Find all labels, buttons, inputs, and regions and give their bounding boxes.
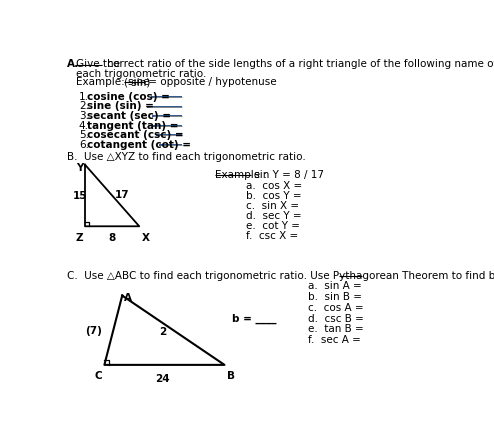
Text: 4.: 4. (79, 120, 89, 130)
Text: sine (sin) =: sine (sin) = (87, 101, 154, 111)
Text: c.  cos A =: c. cos A = (308, 302, 364, 312)
Text: 17: 17 (115, 190, 129, 200)
Text: X: X (142, 233, 150, 243)
Text: Example: sine: Example: sine (76, 77, 153, 87)
Text: e.  cot Y =: e. cot Y = (246, 221, 300, 230)
Text: 15: 15 (73, 191, 87, 201)
Text: cosine (cos) =: cosine (cos) = (87, 92, 170, 101)
Text: d.  sec Y =: d. sec Y = (246, 211, 302, 221)
Text: A: A (124, 292, 132, 302)
Text: cotangent (cot) =: cotangent (cot) = (87, 140, 191, 150)
Text: C: C (94, 370, 102, 381)
Text: b = ____: b = ____ (232, 313, 277, 323)
Text: tangent (tan) =: tangent (tan) = (87, 120, 179, 130)
Text: = opposite / hypotenuse: = opposite / hypotenuse (145, 77, 277, 87)
Text: 2.: 2. (79, 101, 89, 111)
Text: each trigonometric ratio.: each trigonometric ratio. (76, 68, 206, 79)
Text: 5.: 5. (79, 130, 89, 140)
Text: f.  sec A =: f. sec A = (308, 334, 361, 344)
Text: 6.: 6. (79, 140, 89, 150)
Text: a.  sin A =: a. sin A = (308, 280, 362, 291)
Text: correct ratio of the side lengths of a right triangle of the following name of: correct ratio of the side lengths of a r… (104, 59, 494, 69)
Text: A.: A. (67, 59, 80, 69)
Text: (7): (7) (85, 326, 102, 335)
Text: Y: Y (76, 162, 83, 172)
Text: Give the: Give the (76, 59, 120, 69)
Text: Z: Z (76, 233, 83, 243)
Text: sin Y = 8 / 17: sin Y = 8 / 17 (251, 169, 324, 179)
Text: f.  csc X =: f. csc X = (246, 230, 298, 240)
Text: B: B (227, 370, 235, 381)
Text: c.  sin X =: c. sin X = (246, 201, 299, 211)
Text: 2: 2 (159, 327, 166, 337)
Text: C.  Use △ABC to find each trigonometric ratio. Use Pythagorean Theorem to find b: C. Use △ABC to find each trigonometric r… (67, 270, 494, 280)
Text: 24: 24 (155, 373, 170, 383)
Text: secant (sec) =: secant (sec) = (87, 111, 171, 121)
Text: 8: 8 (109, 232, 116, 242)
Text: 1.: 1. (79, 92, 89, 101)
Text: 3.: 3. (79, 111, 89, 121)
Text: b.  sin B =: b. sin B = (308, 291, 362, 301)
Text: e.  tan B =: e. tan B = (308, 323, 364, 334)
Text: ( sin): ( sin) (124, 77, 150, 87)
Text: cosecant (csc) =: cosecant (csc) = (87, 130, 184, 140)
Text: Example :: Example : (215, 169, 267, 179)
Text: B.  Use △XYZ to find each trigonometric ratio.: B. Use △XYZ to find each trigonometric r… (67, 151, 306, 161)
Text: b.  cos Y =: b. cos Y = (246, 190, 302, 201)
Text: a.  cos X =: a. cos X = (246, 181, 302, 190)
Text: d.  csc B =: d. csc B = (308, 313, 364, 323)
